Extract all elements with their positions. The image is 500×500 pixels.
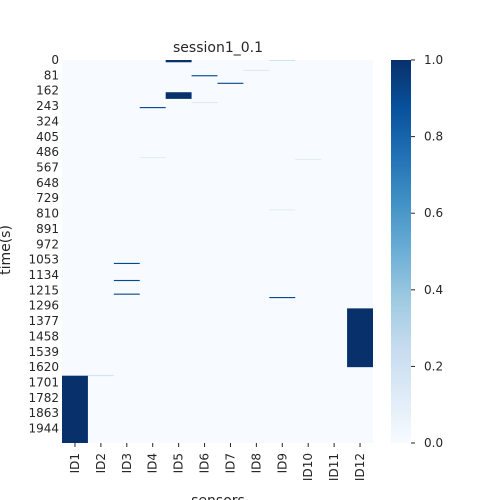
y-tick-label: 1782 [28, 391, 59, 405]
y-tick-label: 1944 [28, 422, 59, 436]
x-tick-label: ID3 [120, 453, 134, 473]
y-tick-label: 1701 [28, 376, 59, 390]
heatmap-cell-id2-16 [87, 375, 114, 377]
heatmap-cell-id9-14 [269, 297, 296, 299]
heatmap-cell-id5-0 [165, 60, 192, 63]
heatmap-cell-id12-15 [347, 308, 373, 368]
y-tick-label: 648 [36, 176, 59, 190]
y-tick-label: 1539 [28, 345, 59, 359]
y-tick-label: 567 [36, 161, 59, 175]
x-tick-label: ID11 [327, 453, 341, 481]
x-tick-label: ID2 [94, 453, 108, 473]
heatmap-cell-id9-4 [269, 60, 296, 61]
x-axis-label: sensors [191, 493, 245, 500]
heatmap-background [62, 60, 373, 443]
y-tick-label: 729 [36, 191, 59, 205]
y-tick-label: 1134 [28, 268, 59, 282]
y-tick-label: 1296 [28, 299, 59, 313]
heatmap-cell-id5-5 [165, 92, 192, 99]
colorbar-axis: 0.0 0.2 0.4 0.6 0.8 1.0 [411, 53, 443, 450]
y-tick-label: 405 [36, 130, 59, 144]
y-tick-label: 891 [36, 222, 59, 236]
heatmap-plot-area [62, 60, 373, 443]
y-tick-label: 1215 [28, 283, 59, 297]
y-tick-label: 81 [44, 68, 59, 82]
heatmap-cell-id3-11 [113, 262, 140, 265]
heatmap-cell-id8-3 [243, 69, 270, 71]
chart-title: session1_0.1 [173, 40, 263, 56]
colorbar [391, 60, 411, 443]
y-tick-label: 1458 [28, 329, 59, 343]
colorbar-tick-label: 0.0 [424, 436, 443, 450]
x-tick-label: ID9 [275, 453, 289, 473]
heatmap-cell-id6-1 [191, 75, 218, 77]
heatmap-cell-id4-7 [139, 107, 166, 109]
heatmap-cell-id3-13 [113, 293, 140, 295]
x-tick-label: ID8 [249, 453, 263, 473]
colorbar-tick-label: 0.2 [424, 359, 443, 373]
colorbar-tick-label: 0.6 [424, 206, 443, 220]
y-tick-label: 1620 [28, 360, 59, 374]
heatmap-cell-id10-9 [295, 158, 322, 160]
x-tick-label: ID1 [68, 453, 82, 473]
y-tick-label: 486 [36, 145, 59, 159]
colorbar-tick-label: 0.4 [424, 283, 443, 297]
colorbar-tick-label: 1.0 [424, 53, 443, 67]
heatmap-cell-id6-6 [191, 102, 218, 104]
colorbar-tick-label: 0.8 [424, 130, 443, 144]
x-tick-label: ID7 [223, 453, 237, 473]
y-tick-label: 243 [36, 99, 59, 113]
y-tick-label: 1053 [28, 253, 59, 267]
heatmap-cell-id7-2 [217, 82, 244, 84]
heatmap-cell-id1-17 [62, 375, 88, 443]
x-tick-label: ID10 [301, 453, 315, 481]
y-tick-label: 162 [36, 84, 59, 98]
y-tick-label: 972 [36, 237, 59, 251]
x-tick-label: ID12 [353, 453, 367, 481]
heatmap-cell-id9-10 [269, 209, 296, 211]
y-tick-label: 810 [36, 207, 59, 221]
y-tick-label: 0 [51, 53, 59, 67]
x-tick-label: ID5 [172, 453, 186, 473]
heatmap-cell-id3-12 [113, 279, 140, 282]
x-axis: ID1 ID2 ID3 ID4 ID5 ID6 ID7 ID8 ID9 ID10 ID11 ID12 [68, 443, 367, 481]
y-tick-label: 324 [36, 114, 59, 128]
x-tick-label: ID4 [146, 453, 160, 473]
y-axis-label: time(s) [0, 225, 14, 275]
heatmap-cell-id4-8 [139, 157, 166, 159]
y-tick-label: 1377 [28, 314, 59, 328]
x-tick-label: ID6 [198, 453, 212, 473]
y-tick-label: 1863 [28, 406, 59, 420]
